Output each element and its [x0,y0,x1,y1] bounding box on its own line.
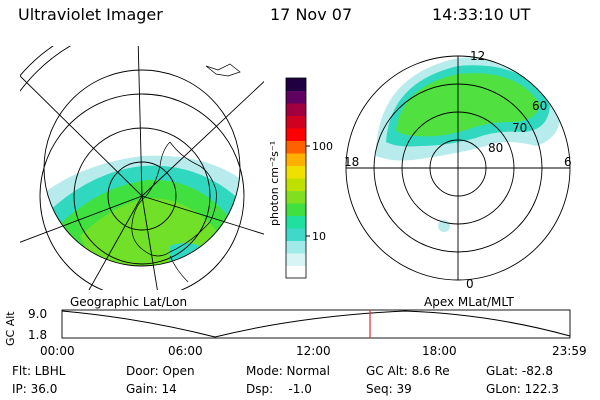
colorbar-swatch [286,265,306,279]
colorbar-tick-10: 10 [312,230,326,243]
xtick-1200: 12:00 [296,344,331,358]
colorbar-swatch [286,165,306,179]
alt-ytick-low: 1.8 [28,328,47,342]
mlt-label-18: 18 [344,155,359,169]
mlt-label-0: 0 [466,277,474,290]
colorbar-swatch [286,78,306,91]
colorbar-swatch [286,253,306,266]
mlt-label-6: 6 [564,155,572,169]
colorbar-swatch [286,190,306,204]
colorbar-swatch [286,90,306,104]
info-dsp: Dsp: -1.0 [246,382,312,396]
alt-ylabel: GC Alt [4,311,17,346]
coastline [131,63,241,283]
mlat-label-60: 60 [532,99,547,113]
info-glon: GLon: 122.3 [486,382,559,396]
info-ip: IP: 36.0 [12,382,58,396]
colorbar-swatch [286,178,306,191]
colorbar-swatch [286,240,306,254]
info-filter: Flt: LBHL [12,364,66,378]
colorbar-swatch [286,153,306,166]
colorbar-swatch [286,140,306,154]
auroral-emission-right [376,57,560,232]
mlat-label-80: 80 [488,141,503,155]
mlat-mlt-grid [345,55,571,281]
colorbar-swatches [286,78,306,279]
xtick-2359: 23:59 [552,344,587,358]
xtick-1800: 18:00 [422,344,457,358]
right-panel-label: Apex MLat/MLT [424,295,514,309]
info-gc-alt: GC Alt: 8.6 Re [366,364,450,378]
info-gain: Gain: 14 [126,382,177,396]
info-glat: GLat: -82.8 [486,364,553,378]
date-label: 17 Nov 07 [270,5,353,24]
lat-lon-grid [20,46,264,290]
colorbar-swatch [286,128,306,141]
info-door: Door: Open [126,364,195,378]
colorbar-swatch [286,115,306,129]
mlat-label-70: 70 [512,121,527,135]
left-panel-label: Geographic Lat/Lon [70,295,188,309]
time-label: 14:33:10 UT [432,5,531,24]
info-seq: Seq: 39 [366,382,412,396]
altitude-plot: GC Alt 9.0 1.8 [4,307,571,346]
mlt-label-12: 12 [470,49,485,63]
info-mode: Mode: Normal [246,364,330,378]
xtick-0000: 00:00 [40,344,75,358]
colorbar-unit-label: photon cm⁻²s⁻¹ [268,141,281,226]
magnetic-map: 12 18 6 0 60 70 80 [344,49,572,290]
colorbar-swatch [286,203,306,216]
xtick-0600: 06:00 [168,344,203,358]
colorbar-tick-100: 100 [312,140,333,153]
colorbar: 100 10 photon cm⁻²s⁻¹ [268,77,333,279]
alt-ytick-high: 9.0 [28,307,47,321]
geographic-map [20,46,264,290]
colorbar-swatch [286,103,306,116]
instrument-title: Ultraviolet Imager [18,5,163,24]
colorbar-swatch [286,228,306,241]
colorbar-swatch [286,215,306,229]
